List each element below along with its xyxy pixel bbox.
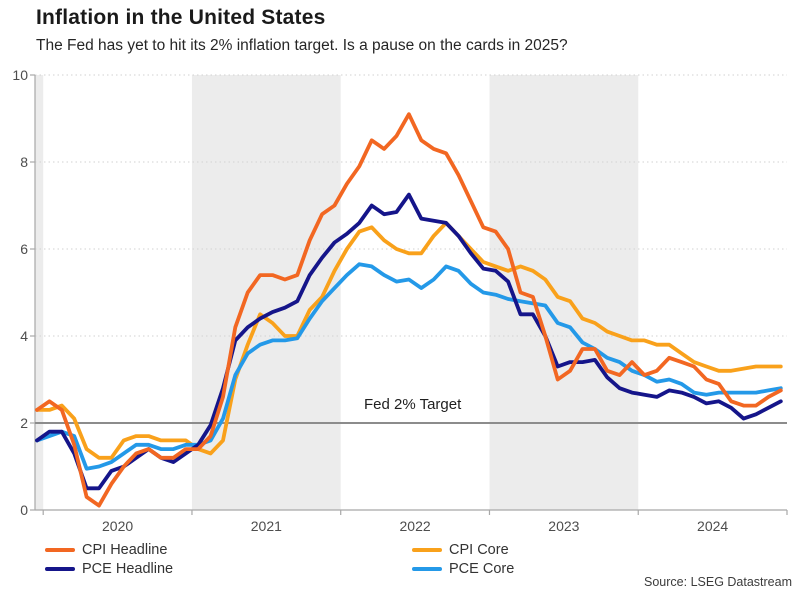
x-tick-label-2022: 2022 [399, 518, 431, 534]
y-tick-label-0: 0 [20, 502, 28, 518]
y-tick-label-6: 6 [20, 241, 28, 257]
legend-item-cpi-headline: CPI Headline [45, 541, 167, 559]
year-band-2023 [489, 75, 639, 510]
series-line-cpi-core [35, 220, 783, 460]
chart-subtitle: The Fed has yet to hit its 2% inflation … [36, 37, 568, 54]
cpi-core-swatch-icon [412, 547, 442, 553]
legend-label: PCE Headline [82, 561, 174, 577]
legend-label: CPI Core [449, 542, 509, 558]
x-tick-label-2023: 2023 [548, 518, 580, 534]
x-tick-label-2024: 2024 [697, 518, 729, 534]
legend-item-pce-core: PCE Core [412, 560, 514, 578]
series-line-cpi-headline [35, 112, 783, 508]
fed-target-annotation: Fed 2% Target [364, 396, 462, 413]
series-line-pce-core [35, 262, 783, 471]
x-tick-label-2021: 2021 [250, 518, 282, 534]
y-tick-label-4: 4 [20, 328, 28, 344]
year-band-2019 [35, 75, 44, 510]
legend-item-cpi-core: CPI Core [412, 541, 509, 559]
cpi-headline-swatch-icon [45, 547, 75, 553]
legend-label: PCE Core [449, 561, 515, 577]
pce-core-swatch-icon [412, 566, 442, 572]
y-tick-label-8: 8 [20, 154, 28, 170]
chart-title: Inflation in the United States [36, 6, 326, 29]
source-attribution: Source: LSEG Datastream [644, 575, 792, 589]
pce-headline-swatch-icon [45, 566, 75, 572]
y-tick-label-10: 10 [12, 67, 28, 83]
legend-label: CPI Headline [82, 542, 168, 558]
y-tick-label-2: 2 [20, 415, 28, 431]
x-tick-label-2020: 2020 [102, 518, 134, 534]
year-band-2021 [191, 75, 341, 510]
legend-item-pce-headline: PCE Headline [45, 560, 173, 578]
